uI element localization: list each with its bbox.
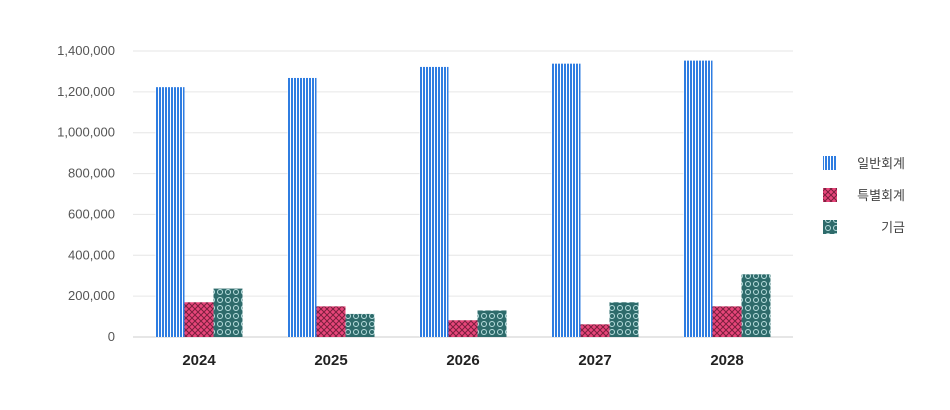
x-tick-label: 2024 [182, 352, 216, 369]
bar-2026-series-0 [419, 66, 449, 337]
y-tick-label: 400,000 [68, 247, 115, 262]
bar-2025-series-2 [345, 313, 375, 337]
bar-2027-series-0 [551, 63, 581, 338]
legend-label: 일반회계 [857, 156, 905, 171]
y-axis: 0 200,000 400,000 600,000 800,000 1,000,000 1,… [57, 43, 115, 344]
bar-2024-series-0 [155, 87, 185, 337]
x-axis: 2024 2025 2026 2027 2028 [182, 352, 743, 369]
bar-2024-series-2 [213, 288, 243, 337]
x-tick-label: 2025 [314, 352, 347, 369]
legend-swatch [823, 220, 837, 234]
y-tick-label: 1,000,000 [57, 125, 115, 140]
grid-lines [133, 50, 793, 338]
x-tick-label: 2027 [578, 352, 611, 369]
y-tick-label: 600,000 [68, 206, 115, 221]
legend-swatch [823, 156, 837, 170]
x-tick-label: 2028 [710, 352, 743, 369]
bar-2028-series-1 [712, 306, 742, 337]
y-tick-label: 0 [108, 329, 115, 344]
y-tick-label: 800,000 [68, 166, 115, 181]
x-tick-label: 2026 [446, 352, 479, 369]
bar-2027-series-1 [580, 324, 610, 337]
bar-2026-series-1 [448, 320, 478, 337]
bar-2025-series-1 [316, 306, 346, 337]
y-tick-label: 1,400,000 [57, 43, 115, 58]
y-tick-label: 1,200,000 [57, 84, 115, 99]
legend-label: 기금 [881, 220, 905, 235]
legend-label: 특별회계 [857, 188, 905, 203]
bar-2025-series-0 [287, 77, 317, 338]
bar-2024-series-1 [184, 302, 214, 337]
bar-2028-series-0 [683, 60, 713, 337]
bar-2027-series-2 [609, 302, 639, 337]
y-tick-label: 200,000 [68, 288, 115, 303]
bars [155, 60, 771, 338]
bar-2028-series-2 [741, 274, 771, 337]
bar-2026-series-2 [477, 310, 507, 337]
legend-swatch [823, 188, 837, 202]
